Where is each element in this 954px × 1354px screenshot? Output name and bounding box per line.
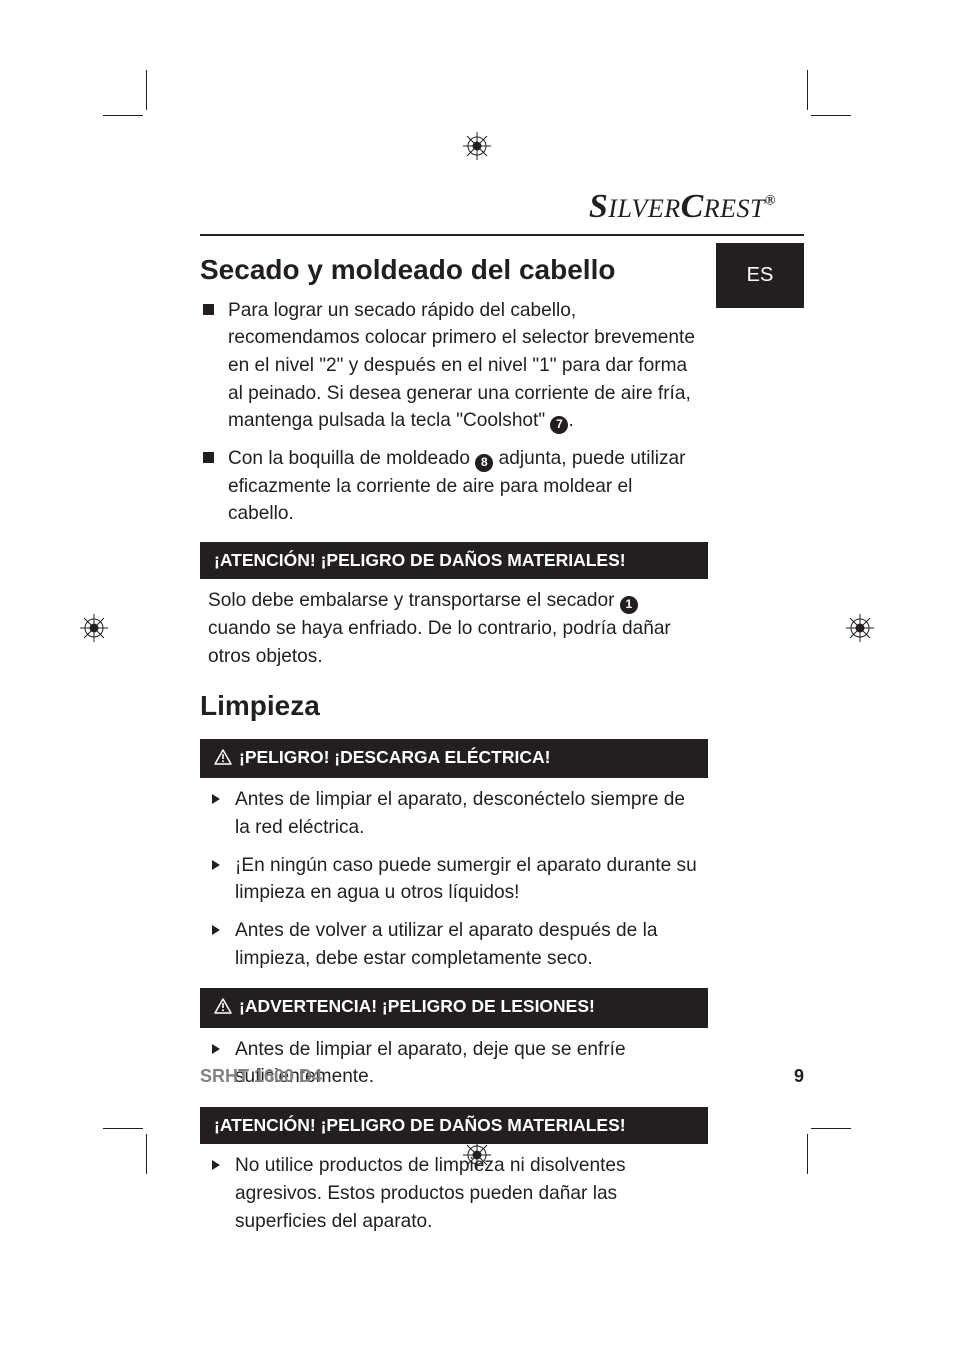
crop-mark (146, 70, 147, 110)
alert-text: ¡ATENCIÓN! ¡PELIGRO DE DAÑOS MATERIALES! (214, 550, 626, 570)
list-item-text: Con la boquilla de moldeado (228, 448, 475, 469)
list-item: ¡En ningún caso puede sumergir el aparat… (200, 852, 700, 907)
crop-mark (146, 1134, 147, 1174)
alert-text: ¡PELIGRO! ¡DESCARGA ELÉCTRICA! (239, 747, 550, 767)
crop-mark (811, 115, 851, 116)
alert-attention-2: ¡ATENCIÓN! ¡PELIGRO DE DAÑOS MATERIALES! (200, 1107, 708, 1144)
page-footer: SRHT 1600 D4 9 (200, 1066, 804, 1087)
list-peligro: Antes de limpiar el aparato, desconéctel… (200, 786, 700, 972)
language-tab: ES (716, 243, 804, 308)
heading-secado: Secado y moldeado del cabello (200, 250, 700, 291)
crop-mark (103, 1128, 143, 1129)
crop-mark (811, 1128, 851, 1129)
page-root: SILVERCREST® ES Secado y moldeado del ca… (0, 0, 954, 1354)
list-item: Antes de limpiar el aparato, desconéctel… (200, 786, 700, 841)
list-item-text: ¡En ningún caso puede sumergir el aparat… (235, 855, 697, 904)
brand-text: SILVERCREST (589, 188, 765, 225)
list-item: Para lograr un secado rápido del cabello… (200, 297, 700, 435)
page-number: 9 (794, 1066, 804, 1087)
crop-mark (807, 1134, 808, 1174)
reference-callout-1: 1 (620, 596, 638, 614)
brand-logo: SILVERCREST® (589, 188, 776, 226)
header-rule (200, 234, 804, 236)
registered-icon: ® (765, 194, 776, 209)
alert-text: ¡ATENCIÓN! ¡PELIGRO DE DAÑOS MATERIALES! (214, 1115, 626, 1135)
list-secado: Para lograr un secado rápido del cabello… (200, 297, 700, 528)
alert-text: ¡ADVERTENCIA! ¡PELIGRO DE LESIONES! (239, 996, 595, 1016)
list-item-text: Para lograr un secado rápido del cabello… (228, 300, 695, 432)
reference-callout-7: 7 (550, 416, 568, 434)
list-item-text: No utilice productos de limpieza ni diso… (235, 1155, 626, 1231)
list-item-text: Antes de volver a utilizar el aparato de… (235, 920, 657, 969)
registration-mark-icon (846, 614, 874, 642)
heading-limpieza: Limpieza (200, 686, 700, 727)
body-text: Solo debe embalarse y transportarse el s… (208, 590, 620, 611)
alert-peligro: ¡PELIGRO! ¡DESCARGA ELÉCTRICA! (200, 739, 708, 778)
alert-attention-1: ¡ATENCIÓN! ¡PELIGRO DE DAÑOS MATERIALES! (200, 542, 708, 579)
alert-advertencia: ¡ADVERTENCIA! ¡PELIGRO DE LESIONES! (200, 988, 708, 1027)
list-item-text: . (568, 410, 573, 431)
registration-mark-icon (463, 132, 491, 160)
body-text: cuando se haya enfriado. De lo contrario… (208, 618, 671, 667)
registration-mark-icon (80, 614, 108, 642)
list-item: No utilice productos de limpieza ni diso… (200, 1152, 700, 1235)
crop-mark (807, 70, 808, 110)
warning-triangle-icon (214, 996, 232, 1021)
warning-triangle-icon (214, 747, 232, 772)
list-item: Con la boquilla de moldeado 8 adjunta, p… (200, 445, 700, 528)
alert-body: Solo debe embalarse y transportarse el s… (200, 587, 700, 670)
list-attention-2: No utilice productos de limpieza ni diso… (200, 1152, 700, 1235)
list-item: Antes de volver a utilizar el aparato de… (200, 917, 700, 972)
crop-mark (103, 115, 143, 116)
reference-callout-8: 8 (475, 454, 493, 472)
model-number: SRHT 1600 D4 (200, 1066, 322, 1086)
list-item-text: Antes de limpiar el aparato, desconéctel… (235, 789, 685, 838)
content-area: Secado y moldeado del cabello Para logra… (200, 250, 700, 1251)
